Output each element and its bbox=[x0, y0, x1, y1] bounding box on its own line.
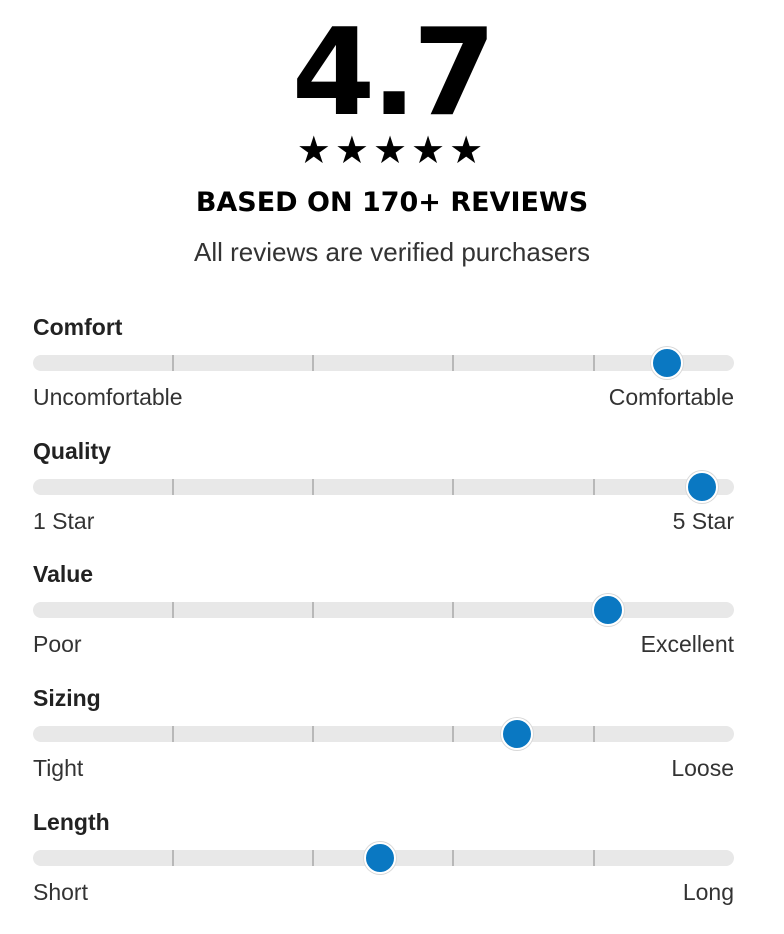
slider-tick bbox=[593, 479, 595, 495]
slider-min-label: Poor bbox=[33, 631, 82, 657]
slider-tick bbox=[593, 355, 595, 371]
star-icon: ★ bbox=[449, 128, 488, 172]
slider-track bbox=[33, 726, 734, 742]
factor-value: Value Poor Excellent bbox=[33, 560, 734, 670]
factor-title: Quality bbox=[33, 438, 111, 464]
slider-max-label: 5 Star bbox=[672, 508, 734, 534]
slider-min-label: Uncomfortable bbox=[33, 384, 183, 410]
slider-track bbox=[33, 602, 734, 618]
slider-max-label: Loose bbox=[671, 755, 734, 781]
slider-min-label: Tight bbox=[33, 755, 84, 781]
slider-tick bbox=[172, 355, 174, 371]
star-icon: ★ bbox=[411, 128, 450, 172]
slider-max-label: Excellent bbox=[640, 631, 734, 657]
factor-comfort: Comfort Uncomfortable Comfortable bbox=[33, 313, 734, 423]
slider-tick bbox=[452, 726, 454, 742]
slider-tick bbox=[452, 479, 454, 495]
slider-min-label: Short bbox=[33, 879, 88, 905]
slider-tick bbox=[312, 726, 314, 742]
slider-thumb[interactable] bbox=[686, 471, 719, 503]
slider-tick bbox=[172, 479, 174, 495]
average-rating: 4.7 bbox=[291, 4, 497, 143]
slider-tick bbox=[312, 479, 314, 495]
slider-tick bbox=[312, 355, 314, 371]
slider-tick bbox=[593, 726, 595, 742]
factor-title: Length bbox=[33, 809, 110, 835]
star-icon: ★ bbox=[296, 128, 335, 172]
factor-title: Comfort bbox=[33, 314, 123, 340]
factor-title: Value bbox=[33, 561, 94, 587]
factor-quality: Quality 1 Star 5 Star bbox=[33, 437, 734, 547]
slider-thumb[interactable] bbox=[651, 347, 684, 379]
star-rating: ★★★★★ bbox=[0, 128, 784, 172]
slider-thumb[interactable] bbox=[500, 718, 533, 750]
factor-title: Sizing bbox=[33, 685, 101, 711]
review-count: BASED ON 170+ REVIEWS bbox=[195, 187, 589, 218]
slider-thumb[interactable] bbox=[591, 594, 624, 626]
slider-tick bbox=[172, 850, 174, 866]
slider-track bbox=[33, 479, 734, 495]
slider-thumb[interactable] bbox=[363, 842, 396, 874]
slider-max-label: Long bbox=[682, 879, 734, 905]
star-icon: ★ bbox=[372, 128, 412, 172]
slider-tick bbox=[312, 850, 314, 866]
slider-min-label: 1 Star bbox=[33, 508, 95, 534]
slider-tick bbox=[593, 850, 595, 866]
slider-max-label: Comfortable bbox=[608, 384, 734, 410]
slider-tick bbox=[172, 602, 174, 618]
slider-tick bbox=[312, 602, 314, 618]
slider-track bbox=[33, 355, 734, 371]
slider-tick bbox=[452, 355, 454, 371]
factor-sizing: Sizing Tight Loose bbox=[33, 684, 734, 794]
slider-tick bbox=[452, 602, 454, 618]
slider-tick bbox=[452, 850, 454, 866]
slider-tick bbox=[172, 726, 174, 742]
star-icon: ★ bbox=[334, 128, 373, 172]
factor-length: Length Short Long bbox=[33, 808, 734, 918]
verified-note: All reviews are verified purchasers bbox=[194, 237, 590, 267]
